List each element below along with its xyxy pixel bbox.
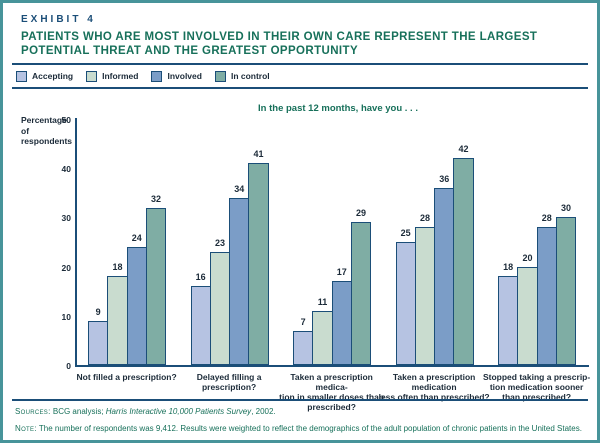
bar-value-label: 36 — [439, 173, 450, 184]
divider-top — [12, 63, 588, 65]
bar-accepting-group3 — [293, 330, 314, 365]
x-axis-line — [75, 365, 589, 367]
legend-label: Involved — [167, 71, 202, 81]
note-line: Note: The number of respondents was 9,41… — [15, 424, 593, 434]
bar-accepting-group2 — [190, 286, 211, 365]
bar-value-label: 30 — [561, 203, 572, 214]
bar-value-label: 34 — [234, 183, 245, 194]
bar-value-label: 9 — [95, 306, 101, 317]
y-tick-label: 40 — [61, 164, 71, 175]
x-axis-category-label: Delayed filling a prescription? — [196, 372, 262, 392]
bar-involved-group4 — [434, 187, 455, 365]
y-tick-label: 20 — [61, 262, 71, 273]
legend: Accepting Informed Involved In control — [16, 68, 270, 84]
bar-value-label: 28 — [541, 213, 552, 224]
bar-informed-group2 — [209, 251, 231, 365]
sources-text: BCG analysis; — [50, 407, 106, 416]
divider-footer — [12, 399, 588, 401]
bar-in-control-group5 — [555, 217, 577, 365]
legend-item-informed: Informed — [86, 70, 139, 82]
bar-involved-group5 — [536, 227, 557, 365]
note-text: The number of respondents was 9,412. Res… — [36, 424, 582, 433]
legend-item-accepting: Accepting — [16, 70, 74, 82]
divider-legend — [12, 87, 588, 89]
bar-accepting-group4 — [395, 242, 416, 365]
bar-involved-group2 — [229, 197, 250, 365]
bar-informed-group4 — [414, 227, 436, 365]
bar-value-label: 7 — [300, 316, 306, 327]
legend-label: Informed — [102, 71, 139, 81]
legend-label: Accepting — [32, 71, 74, 81]
bar-value-label: 17 — [336, 267, 347, 278]
exhibit-label: EXHIBIT 4 — [21, 14, 96, 25]
x-axis-category-label: Not filled a prescription? — [76, 372, 177, 382]
bar-value-label: 24 — [131, 232, 142, 243]
bar-in-control-group3 — [350, 222, 372, 365]
bar-value-label: 23 — [214, 237, 225, 248]
y-axis-line — [75, 118, 77, 367]
bar-in-control-group2 — [248, 163, 269, 365]
y-tick-label: 50 — [61, 115, 71, 125]
y-tick-label: 30 — [61, 213, 71, 224]
x-axis-category-label: Taken a prescription medication less oft… — [378, 372, 490, 402]
legend-swatch-icon — [16, 70, 27, 82]
bar-in-control-group1 — [145, 207, 167, 365]
bar-value-label: 42 — [458, 144, 469, 155]
sources-survey-title: Harris Interactive 10,000 Patients Surve… — [105, 407, 252, 416]
bar-accepting-group1 — [88, 320, 109, 365]
legend-item-in-control: In control — [214, 70, 270, 82]
bar-value-label: 29 — [356, 208, 367, 219]
x-axis-category-label: Stopped taking a prescrip- tion medicati… — [482, 372, 591, 402]
plot-subtitle: In the past 12 months, have you . . . — [258, 103, 418, 114]
sources-line: Sources: BCG analysis; Harris Interactiv… — [15, 407, 593, 417]
bar-value-label: 25 — [400, 228, 411, 238]
bar-value-label: 16 — [195, 272, 206, 283]
bar-value-label: 18 — [503, 262, 514, 273]
y-axis-title: Percentage of respondents — [21, 115, 73, 146]
bar-in-control-group4 — [453, 158, 474, 365]
y-tick-label: 0 — [66, 361, 71, 371]
bar-involved-group3 — [331, 281, 352, 365]
bar-informed-group3 — [312, 310, 333, 365]
bar-involved-group1 — [126, 246, 147, 365]
bar-value-label: 32 — [151, 193, 162, 204]
x-axis-category-label: Taken a prescription medica- tion in sma… — [279, 372, 385, 412]
bar-value-label: 28 — [419, 213, 430, 224]
sources-label: Sources: — [15, 407, 51, 416]
legend-swatch-icon — [214, 70, 226, 82]
sources-text-end: , 2002. — [251, 407, 276, 416]
bar-value-label: 41 — [253, 149, 264, 160]
exhibit-title: PATIENTS WHO ARE MOST INVOLVED IN THEIR … — [21, 31, 538, 57]
bar-value-label: 11 — [317, 296, 328, 307]
y-tick-label: 10 — [61, 311, 71, 322]
bar-value-label: 20 — [522, 252, 533, 263]
bar-accepting-group5 — [498, 276, 519, 365]
legend-label: In control — [230, 71, 270, 81]
bar-informed-group5 — [517, 266, 538, 365]
legend-item-involved: Involved — [151, 70, 202, 82]
legend-swatch-icon — [151, 70, 163, 82]
bar-informed-group1 — [107, 276, 128, 365]
legend-swatch-icon — [86, 70, 98, 82]
bar-value-label: 18 — [112, 262, 123, 273]
note-label: Note: — [15, 424, 37, 433]
